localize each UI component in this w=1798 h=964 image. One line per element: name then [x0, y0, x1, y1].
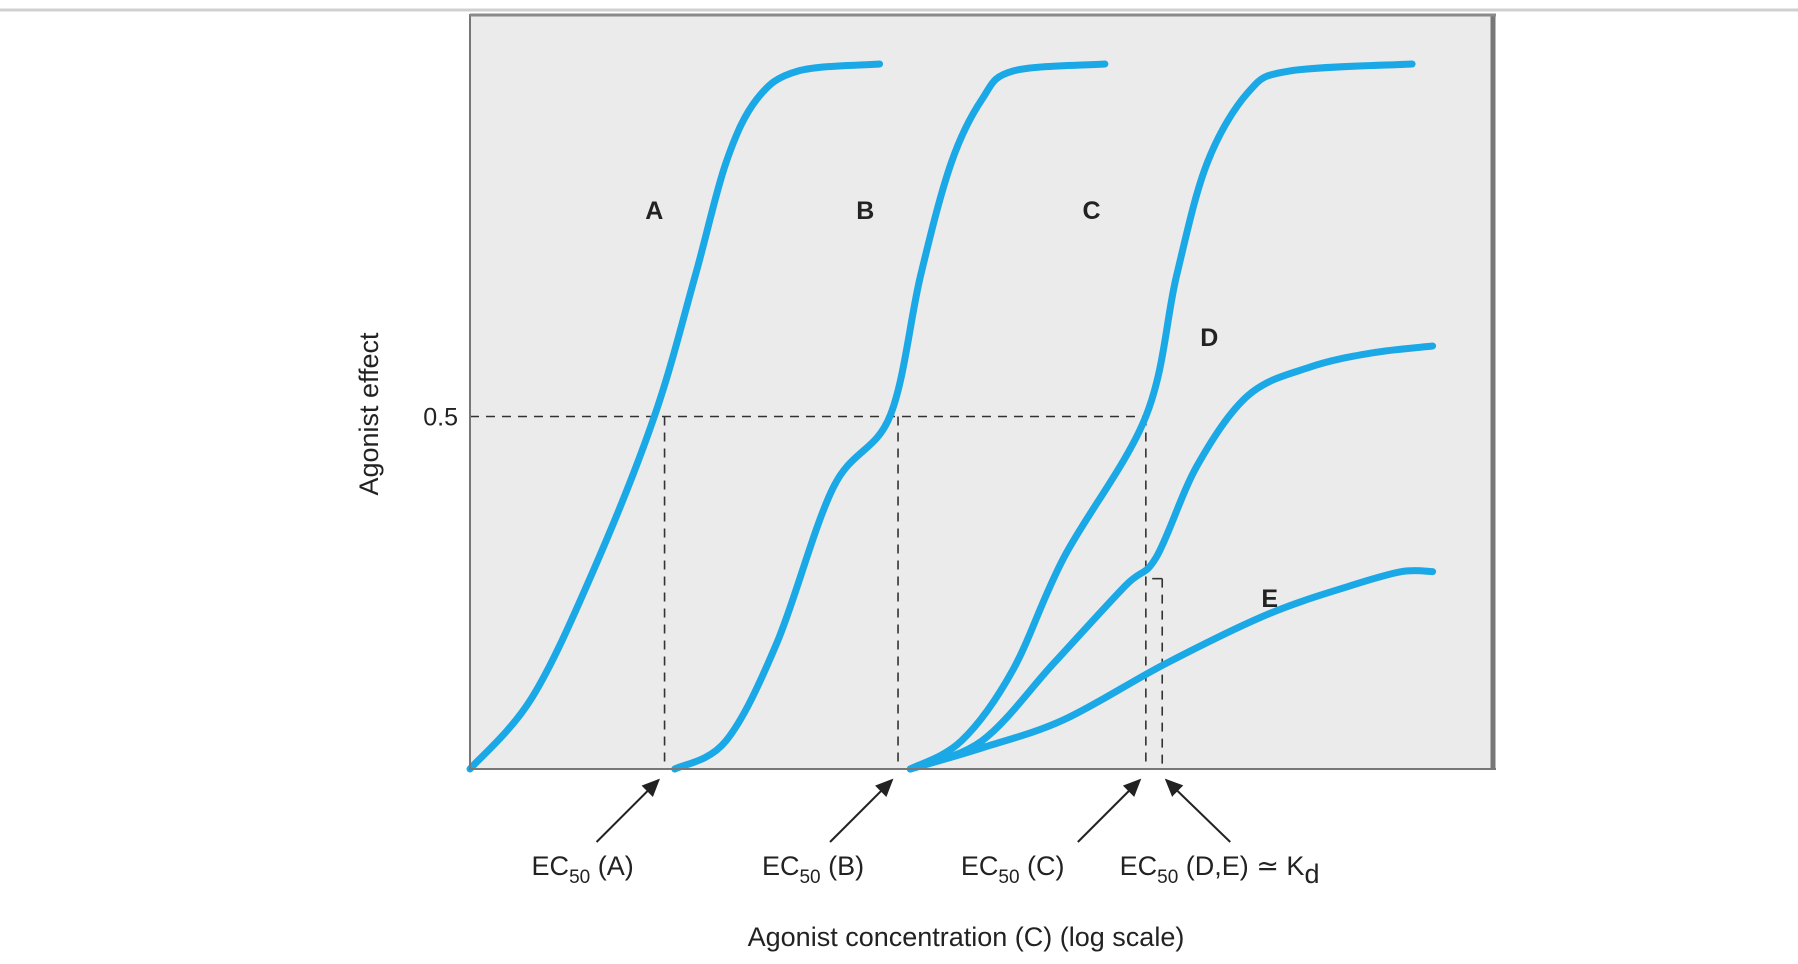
ec50-a-label: EC50 (A)	[532, 851, 634, 888]
y-tick-label: 0.5	[423, 404, 458, 432]
curve-labels: A B C D E	[645, 197, 1278, 613]
ec50-annotations: EC50 (A) EC50 (B) EC50 (C) EC50 (D,E) ≃ Kd	[532, 778, 1320, 889]
curves	[466, 60, 1437, 773]
curve-e	[906, 567, 1437, 773]
ec50-c-arrow	[1077, 778, 1142, 843]
y-axis-label: Agonist effect	[354, 332, 384, 496]
axes-frame	[469, 13, 1496, 770]
ec50-de-label: EC50 (D,E) ≃ Kd	[1120, 851, 1320, 889]
ec50-b-arrow	[829, 778, 894, 843]
ec50-de-arrow	[1164, 778, 1231, 843]
plot-area	[470, 15, 1494, 769]
x-axis-label: Agonist concentration (C) (log scale)	[748, 922, 1185, 952]
curve-label-c: C	[1083, 197, 1101, 225]
y-axis-ticks: 0.5	[423, 404, 458, 432]
curve-a	[466, 60, 884, 773]
curve-b	[671, 60, 1109, 773]
dashed-guides	[470, 415, 1164, 769]
ec50-b-label: EC50 (B)	[762, 851, 864, 888]
curve-label-d: D	[1200, 324, 1218, 352]
curve-c	[906, 60, 1416, 773]
curve-label-e: E	[1261, 585, 1278, 613]
ec50-c-label: EC50 (C)	[961, 851, 1065, 888]
curve-label-b: B	[856, 197, 874, 225]
curve-label-a: A	[645, 197, 663, 225]
ec50-a-arrow	[595, 778, 660, 843]
curve-d	[906, 342, 1437, 773]
